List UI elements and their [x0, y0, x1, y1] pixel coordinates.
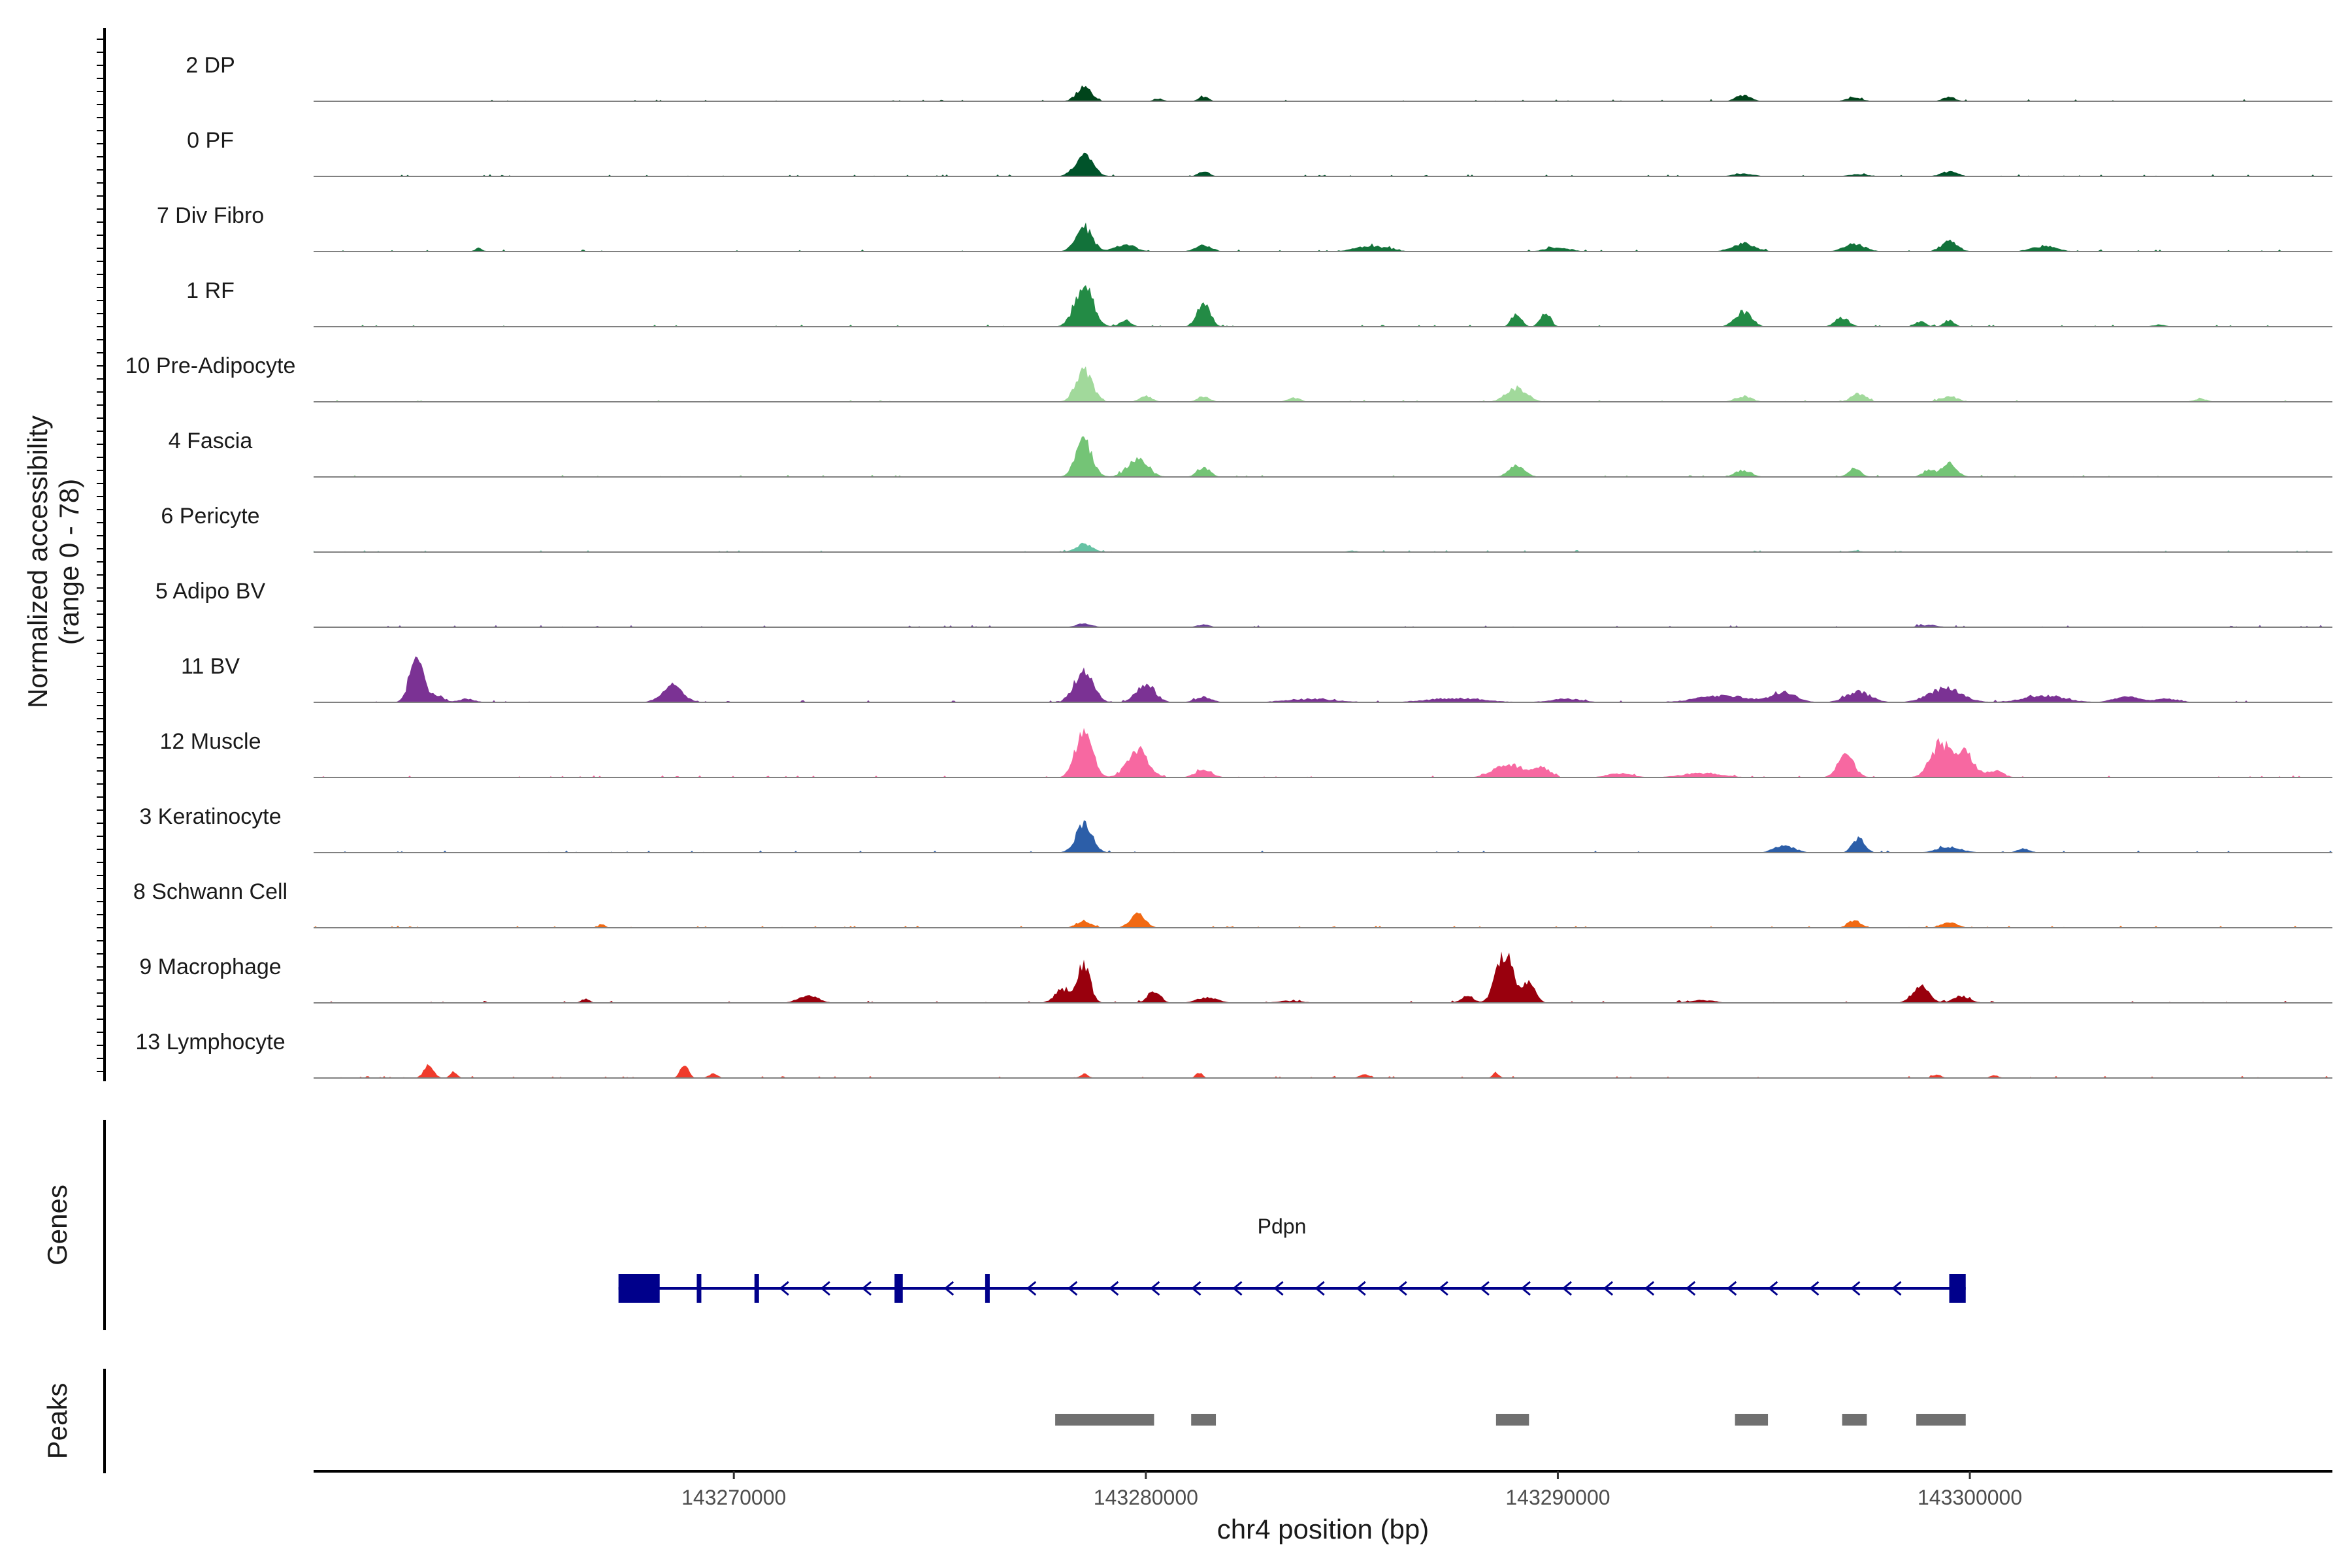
strand-arrow	[1109, 1281, 1119, 1296]
gene-exon	[985, 1274, 990, 1303]
strand-arrow	[1150, 1281, 1160, 1296]
peak-region	[1055, 1414, 1154, 1426]
gene-exon	[754, 1274, 759, 1303]
track-9: 11 BV	[181, 654, 2332, 703]
track-label: 2 DP	[186, 53, 235, 78]
coverage-area	[314, 152, 2332, 176]
coverage-area	[314, 951, 2332, 1003]
strand-arrow	[1644, 1281, 1655, 1296]
coverage-tracks: 2 DP 0 PF 7 Div Fibro 1 RF 10 Pre-Adipocyte 4…	[97, 28, 2332, 1081]
gene-exon	[894, 1274, 903, 1303]
gene-exon	[1949, 1274, 1966, 1303]
strand-arrow	[943, 1281, 955, 1296]
track-label: 1 RF	[186, 278, 235, 303]
coverage-area	[314, 285, 2332, 327]
track-label: 9 Macrophage	[139, 955, 281, 979]
strand-arrow	[1232, 1281, 1243, 1296]
coverage-area	[314, 542, 2332, 552]
strand-arrow	[861, 1281, 872, 1296]
track-11: 3 Keratinocyte	[139, 804, 2332, 853]
coverage-area	[314, 820, 2332, 853]
strand-arrow	[1603, 1281, 1614, 1296]
x-axis-title: chr4 position (bp)	[1217, 1514, 1429, 1544]
genes-axis-title: Genes	[42, 1184, 73, 1266]
gene-track: Genes Pdpn	[42, 1120, 1966, 1330]
coverage-area	[314, 728, 2332, 777]
x-tick-label: 143290000	[1505, 1486, 1610, 1509]
strand-arrow	[1479, 1281, 1490, 1296]
strand-arrow	[820, 1281, 830, 1296]
strand-arrow	[1397, 1281, 1407, 1296]
track-13: 9 Macrophage	[139, 951, 2332, 1004]
track-label: 12 Muscle	[160, 729, 261, 754]
x-tick-label: 143280000	[1094, 1486, 1198, 1509]
gene-exon	[696, 1274, 702, 1303]
peak-region	[1495, 1414, 1529, 1426]
track-4: 1 RF	[186, 278, 2332, 327]
track-label: 3 Keratinocyte	[139, 804, 281, 829]
strand-arrow	[1356, 1281, 1366, 1296]
x-axis: chr4 position (bp) 143270000 143280000 143…	[314, 1470, 2332, 1544]
track-label: 0 PF	[187, 128, 234, 153]
y-axis-title-line2: (range 0 - 78)	[54, 479, 84, 645]
strand-arrow	[1520, 1281, 1531, 1296]
track-8: 5 Adipo BV	[155, 579, 2332, 628]
track-label: 4 Fascia	[169, 429, 253, 453]
peak-region	[1916, 1414, 1966, 1426]
track-label: 10 Pre-Adipocyte	[125, 353, 296, 378]
peak-region	[1842, 1414, 1867, 1426]
strand-arrow	[1561, 1281, 1573, 1296]
track-7: 6 Pericyte	[161, 504, 2332, 553]
peak-region	[1191, 1414, 1217, 1426]
strand-arrow	[1315, 1281, 1325, 1296]
y-axis-title: Normalized accessibility (range 0 - 78)	[22, 416, 84, 708]
track-10: 12 Muscle	[160, 728, 2332, 778]
strand-arrow	[1438, 1281, 1448, 1296]
coverage-area	[314, 656, 2332, 702]
coverage-area	[314, 366, 2332, 402]
track-14: 13 Lymphocyte	[135, 1030, 2332, 1079]
coverage-area	[314, 623, 2332, 627]
track-1: 2 DP	[186, 53, 2332, 102]
coverage-area	[314, 85, 2332, 101]
x-tick-label: 143300000	[1918, 1486, 2022, 1509]
coverage-area	[314, 436, 2332, 477]
track-2: 0 PF	[187, 128, 2332, 177]
track-label: 13 Lymphocyte	[135, 1030, 285, 1054]
track-12: 8 Schwann Cell	[133, 879, 2332, 928]
peaks-axis-title: Peaks	[42, 1383, 73, 1460]
track-label: 6 Pericyte	[161, 504, 259, 529]
track-label: 5 Adipo BV	[155, 579, 266, 604]
track-6: 4 Fascia	[169, 429, 2332, 478]
strand-arrow	[1726, 1281, 1737, 1296]
strand-arrow	[1026, 1281, 1037, 1296]
strand-arrow	[1850, 1281, 1861, 1296]
track-label: 11 BV	[181, 654, 240, 679]
coverage-area	[314, 222, 2332, 252]
strand-arrow	[1809, 1281, 1820, 1296]
track-label: 8 Schwann Cell	[133, 879, 287, 904]
track-label: 7 Div Fibro	[157, 203, 264, 228]
strand-arrow	[1891, 1281, 1902, 1296]
strand-arrow	[1191, 1281, 1201, 1296]
x-tick-label: 143270000	[681, 1486, 786, 1509]
coverage-area	[314, 912, 2332, 928]
peaks-track: Peaks	[42, 1369, 1966, 1473]
gene-exon	[618, 1274, 660, 1303]
y-axis-title-line1: Normalized accessibility	[22, 416, 53, 708]
strand-arrow	[1768, 1281, 1778, 1296]
strand-arrow	[779, 1281, 789, 1296]
track-5: 10 Pre-Adipocyte	[125, 353, 2332, 402]
strand-arrow	[1273, 1281, 1284, 1296]
track-3: 7 Div Fibro	[157, 203, 2332, 252]
peak-region	[1735, 1414, 1769, 1426]
gene-name-label: Pdpn	[1258, 1215, 1307, 1238]
coverage-area	[314, 1064, 2332, 1078]
strand-arrow	[1067, 1281, 1078, 1296]
strand-arrow	[1685, 1281, 1696, 1296]
